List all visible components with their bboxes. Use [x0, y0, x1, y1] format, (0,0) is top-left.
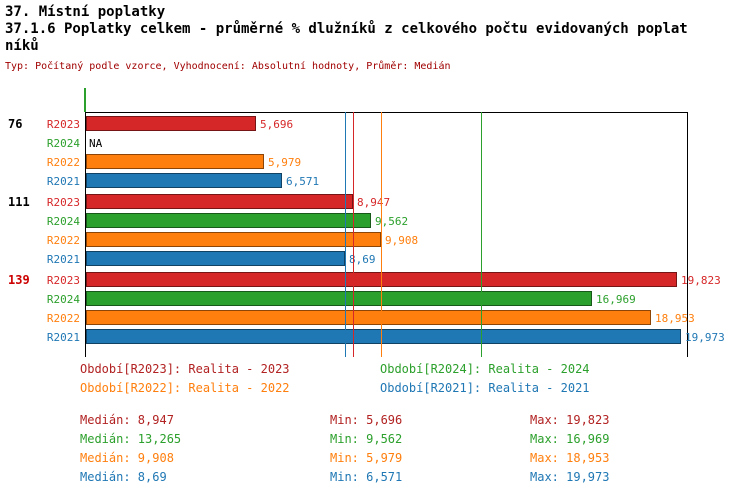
- stats-table: Medián: 8,947 Min: 5,696 Max: 19,823 Med…: [80, 413, 750, 489]
- series-label: R2021: [46, 331, 80, 344]
- bar: [86, 232, 381, 247]
- median-line-r2021: [345, 112, 346, 357]
- bar-value-label: 19,823: [681, 274, 721, 287]
- legend-item-r2021: Období[R2021]: Realita - 2021: [380, 381, 590, 395]
- bar: [86, 173, 282, 188]
- median-line-r2024: [481, 112, 482, 357]
- bar-value-label: 6,571: [286, 175, 320, 188]
- series-label: R2024: [46, 137, 80, 150]
- legend-item-r2022: Období[R2022]: Realita - 2022: [80, 381, 290, 395]
- bar-value-label: 8,69: [349, 253, 376, 266]
- group-label: 76: [8, 117, 23, 131]
- report-title: 37. Místní poplatky: [5, 4, 166, 20]
- report-subtitle-line1: 37.1.6 Poplatky celkem - průměrné % dluž…: [5, 21, 688, 37]
- stat-min: Min: 9,562: [330, 432, 403, 446]
- stat-median: Medián: 9,908: [80, 451, 174, 465]
- stat-max: Max: 16,969: [530, 432, 610, 446]
- bar-value-label: 18,953: [655, 312, 695, 325]
- report-subtitle-line2: níků: [5, 38, 39, 54]
- stat-median: Medián: 8,947: [80, 413, 174, 427]
- series-label: R2022: [46, 312, 80, 325]
- legend: Období[R2023]: Realita - 2023 Období[R20…: [80, 362, 590, 400]
- group-label: 111: [8, 195, 30, 209]
- legend-item-r2023: Období[R2023]: Realita - 2023: [80, 362, 290, 376]
- na-label: NA: [89, 137, 103, 150]
- series-label: R2024: [46, 215, 80, 228]
- bar-value-label: 16,969: [596, 293, 636, 306]
- stat-median: Medián: 13,265: [80, 432, 182, 446]
- bar: [86, 310, 651, 325]
- series-label: R2021: [46, 253, 80, 266]
- stat-max: Max: 19,823: [530, 413, 610, 427]
- bar: [86, 329, 681, 344]
- series-label: R2023: [46, 274, 80, 287]
- bar-value-label: 8,947: [357, 196, 391, 209]
- series-label: R2022: [46, 156, 80, 169]
- bar: [86, 291, 592, 306]
- legend-item-r2024: Období[R2024]: Realita - 2024: [380, 362, 590, 376]
- report-meta: Typ: Počítaný podle vzorce, Vyhodnocení:…: [5, 61, 451, 72]
- series-label: R2022: [46, 234, 80, 247]
- y-axis-line: [85, 112, 86, 357]
- series-label: R2023: [46, 118, 80, 131]
- stat-min: Min: 5,696: [330, 413, 403, 427]
- median-line-r2023: [353, 112, 354, 357]
- bar-value-label: 9,562: [375, 215, 409, 228]
- bar: [86, 194, 353, 209]
- stat-max: Max: 18,953: [530, 451, 610, 465]
- axis-origin-tick: [84, 88, 86, 112]
- bar-value-label: 9,908: [385, 234, 419, 247]
- bar-value-label: 5,696: [260, 118, 294, 131]
- stat-median: Medián: 8,69: [80, 470, 167, 484]
- plot-right-border: [687, 112, 688, 357]
- series-label: R2023: [46, 196, 80, 209]
- median-line-r2022: [381, 112, 382, 357]
- x-axis-line: [85, 112, 688, 113]
- stat-min: Min: 5,979: [330, 451, 403, 465]
- stat-max: Max: 19,973: [530, 470, 610, 484]
- bar: [86, 116, 256, 131]
- stat-min: Min: 6,571: [330, 470, 403, 484]
- bar: [86, 154, 264, 169]
- bar-value-label: 5,979: [268, 156, 302, 169]
- bar-value-label: 19,973: [685, 331, 725, 344]
- series-label: R2024: [46, 293, 80, 306]
- bar: [86, 213, 371, 228]
- group-label: 139: [8, 273, 30, 287]
- series-label: R2021: [46, 175, 80, 188]
- bar: [86, 251, 345, 266]
